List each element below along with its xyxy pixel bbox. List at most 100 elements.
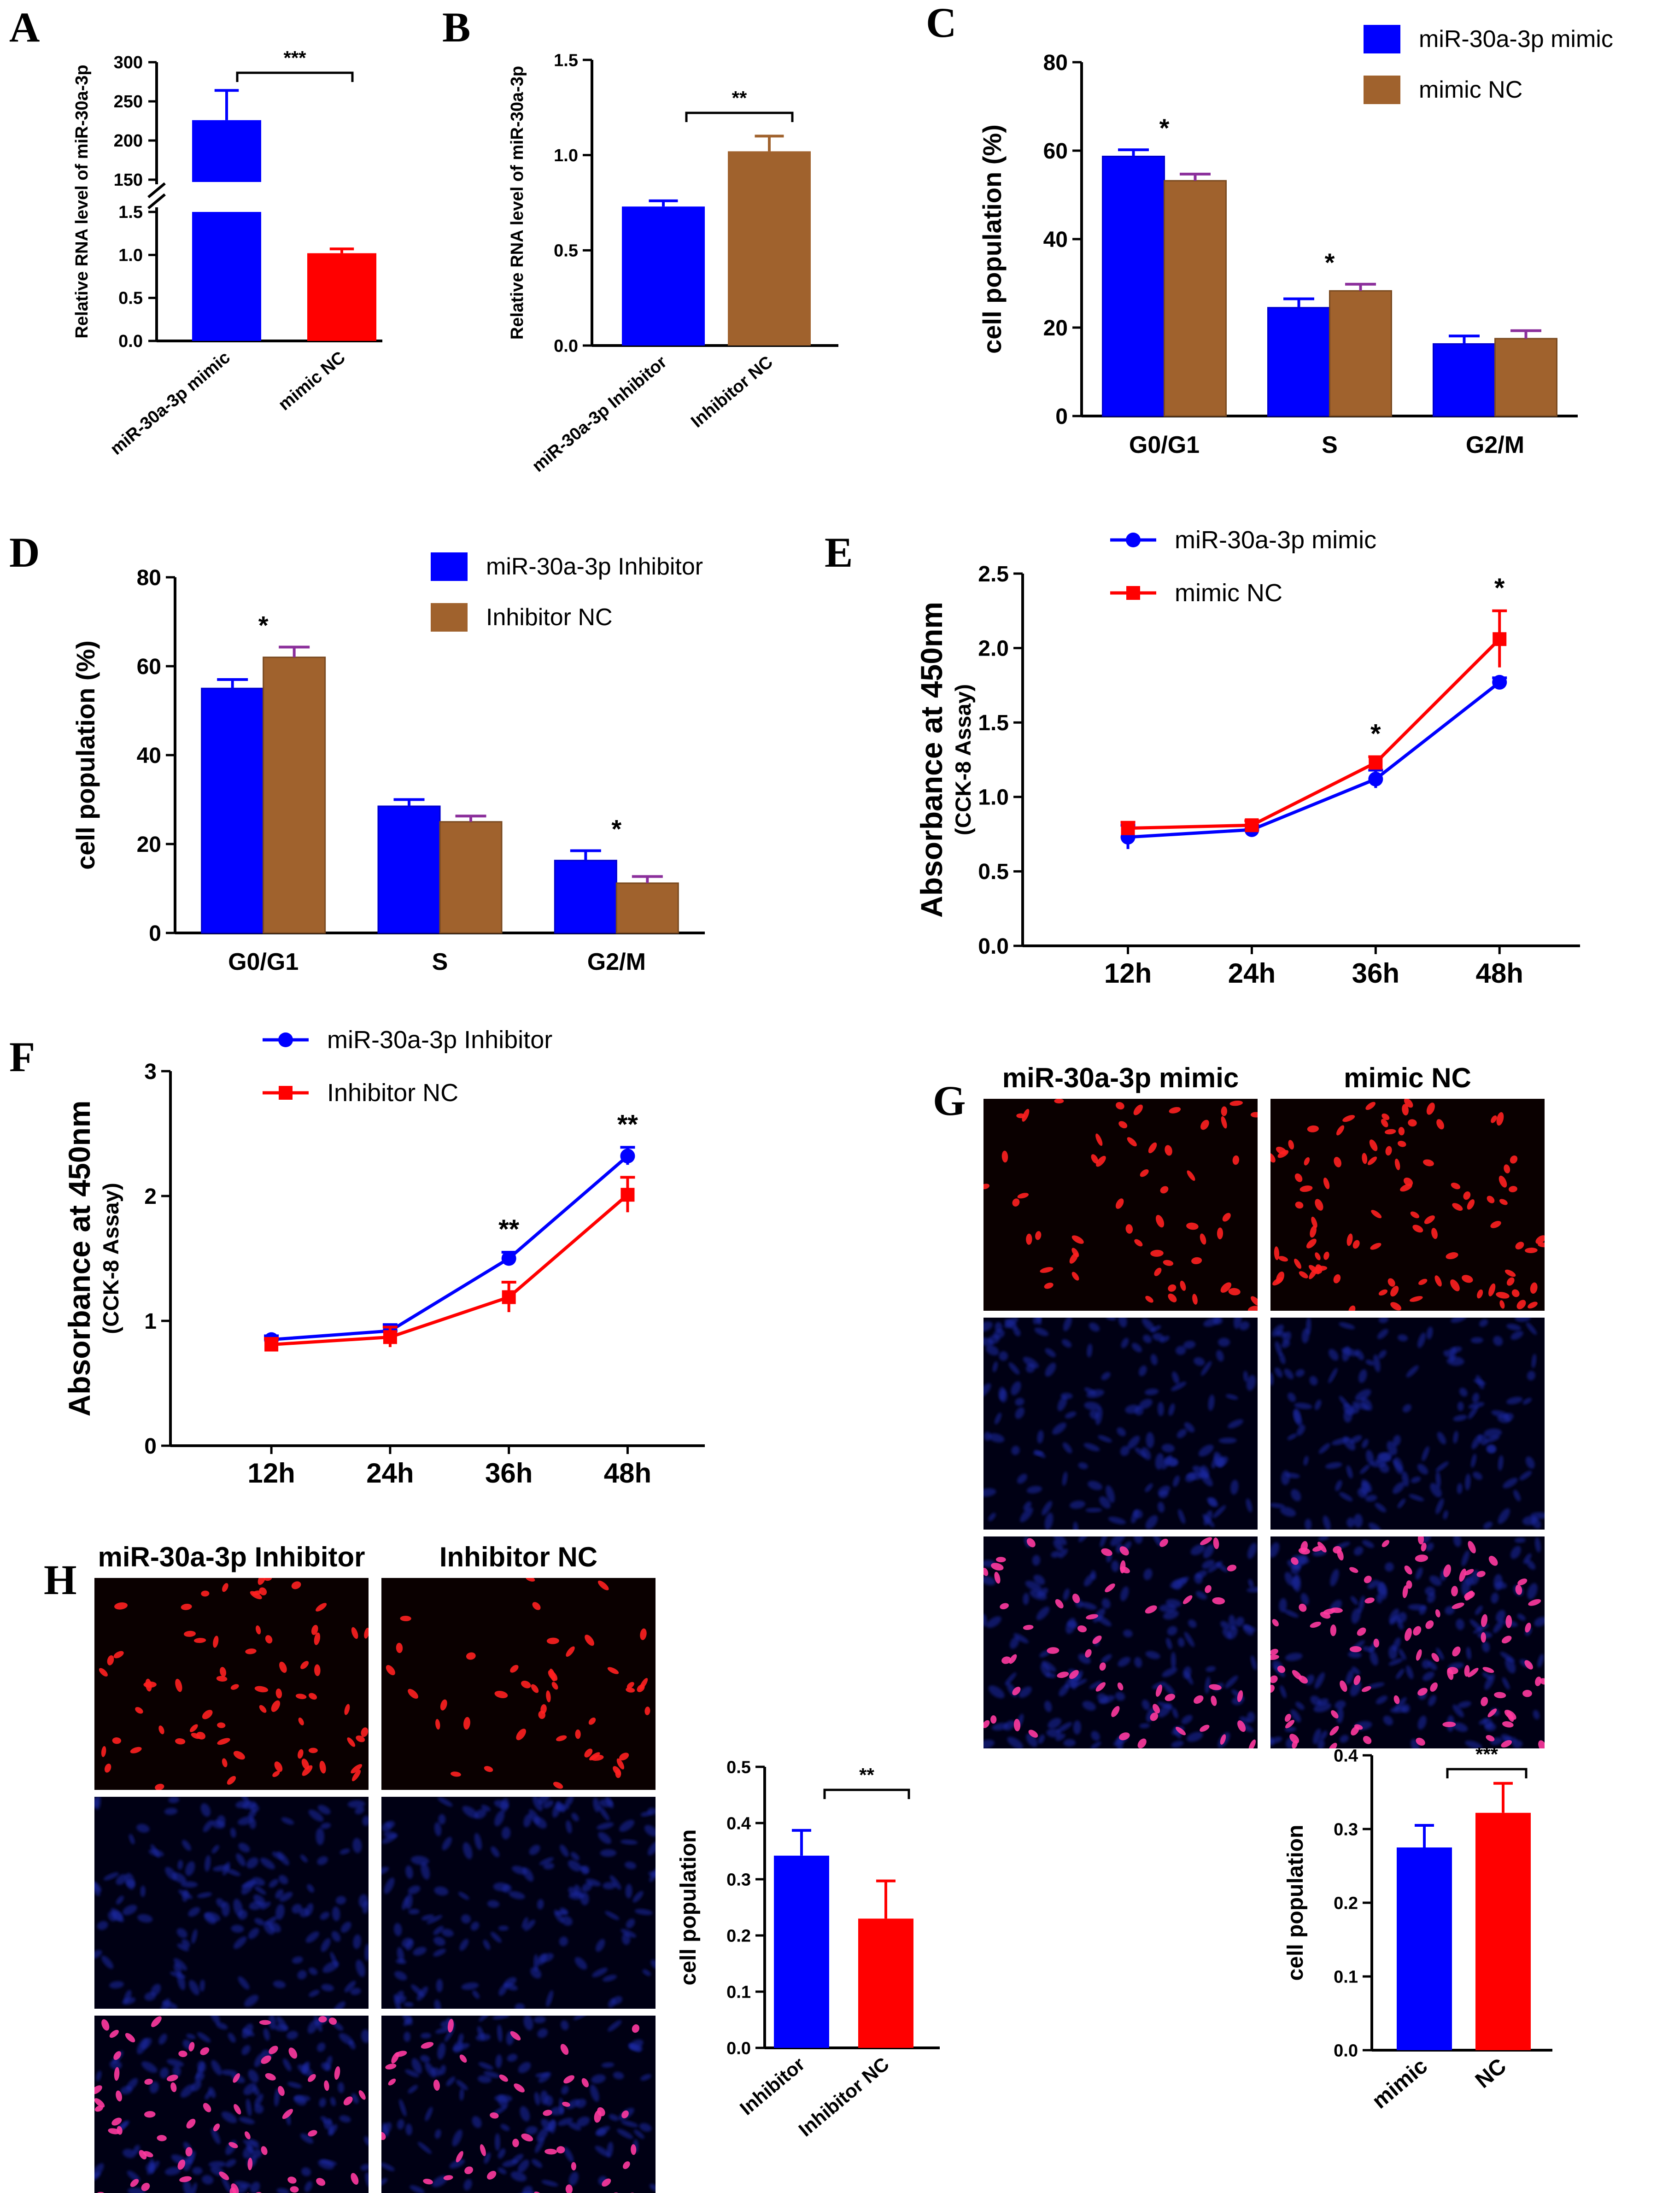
nucleus-blue xyxy=(393,1923,402,1936)
nucleus-red xyxy=(324,2080,329,2091)
nucleus-red xyxy=(1361,1686,1371,1692)
nucleus-red xyxy=(259,2020,271,2025)
nucleus-blue xyxy=(173,1958,187,1971)
nucleus-blue xyxy=(1284,1571,1294,1586)
nucleus-red xyxy=(175,1738,186,1745)
nucleus-blue xyxy=(497,2024,503,2042)
nucleus-blue xyxy=(1099,1695,1115,1704)
nucleus-blue xyxy=(1073,1521,1078,1530)
y-tick-label: 2.5 xyxy=(978,562,1009,586)
nucleus-red xyxy=(247,2158,253,2170)
nucleus-blue xyxy=(1484,1674,1495,1690)
nucleus-blue xyxy=(1141,1318,1155,1332)
nucleus-red xyxy=(245,1648,257,1654)
nucleus-red xyxy=(109,2029,119,2038)
nucleus-blue xyxy=(241,2045,251,2055)
nucleus-red xyxy=(616,1758,625,1770)
nucleus-blue xyxy=(211,2060,222,2076)
nucleus-blue xyxy=(297,1970,307,1980)
nucleus-red xyxy=(116,2090,123,2102)
nucleus-red xyxy=(269,2046,278,2054)
nucleus-blue xyxy=(1165,1599,1182,1607)
nucleus-blue xyxy=(1428,1661,1437,1671)
nucleus-red xyxy=(114,1602,128,1610)
nucleus-red xyxy=(1285,1720,1295,1729)
nucleus-blue xyxy=(1485,1435,1500,1443)
nucleus-blue xyxy=(1161,1443,1175,1453)
nucleus-blue xyxy=(1120,1586,1129,1601)
nucleus-blue xyxy=(463,2179,472,2191)
nucleus-blue xyxy=(1303,1455,1309,1466)
nucleus-red xyxy=(193,1638,206,1643)
panel-letter: G xyxy=(933,1077,966,1124)
y-tick-label: 0.4 xyxy=(726,1814,751,1833)
nucleus-blue xyxy=(1171,1652,1177,1669)
nucleus-blue xyxy=(536,2127,549,2142)
y-tick-label: 40 xyxy=(137,744,161,768)
nucleus-red xyxy=(1525,1248,1538,1253)
nucleus-red xyxy=(1085,1649,1092,1658)
nucleus-red xyxy=(435,1719,440,1730)
nucleus-red xyxy=(1115,1198,1124,1209)
nucleus-blue xyxy=(537,1953,547,1965)
nucleus-blue xyxy=(459,2088,464,2101)
nucleus-blue xyxy=(399,2099,407,2117)
nucleus-blue xyxy=(1475,1375,1484,1390)
nucleus-red xyxy=(1349,1567,1358,1573)
nucleus-blue xyxy=(1250,1655,1257,1670)
nucleus-blue xyxy=(340,1848,350,1855)
nucleus-red xyxy=(94,2098,105,2108)
nucleus-blue xyxy=(1052,1422,1066,1435)
nucleus-red xyxy=(351,1627,358,1639)
nucleus-red xyxy=(400,1616,411,1621)
nucleus-blue xyxy=(1026,1486,1042,1494)
nucleus-red xyxy=(351,1770,361,1782)
data-point xyxy=(1121,821,1135,835)
nucleus-blue xyxy=(382,1834,397,1844)
nucleus-blue xyxy=(574,1957,587,1970)
nucleus-blue xyxy=(1443,1350,1453,1358)
nucleus-red xyxy=(178,2050,187,2058)
nucleus-blue xyxy=(1288,1392,1296,1402)
nucleus-blue xyxy=(1183,1341,1196,1349)
nucleus-red xyxy=(1499,1199,1508,1205)
nucleus-red xyxy=(1270,1648,1278,1655)
nucleus-blue xyxy=(523,1813,532,1828)
nucleus-red xyxy=(1384,1129,1396,1135)
nucleus-blue xyxy=(1170,1578,1187,1589)
nucleus-blue xyxy=(1181,1715,1193,1724)
nucleus-blue xyxy=(421,1862,430,1880)
nucleus-red xyxy=(494,1690,508,1698)
nucleus-blue xyxy=(441,1929,454,1937)
micrograph-hoechst xyxy=(1270,1318,1545,1530)
nucleus-blue xyxy=(605,1911,620,1920)
legend-label: mimic NC xyxy=(1175,579,1282,607)
nucleus-red xyxy=(1278,1256,1288,1262)
micrograph-cells xyxy=(983,1099,1258,1311)
y-tick-label: 0.0 xyxy=(978,934,1009,959)
nucleus-blue xyxy=(1075,1670,1083,1680)
nucleus-blue xyxy=(1172,1371,1179,1384)
nucleus-blue xyxy=(1359,1465,1370,1474)
nucleus-blue xyxy=(408,1885,421,1894)
nucleus-blue xyxy=(1141,1700,1150,1710)
nucleus-blue xyxy=(1365,1495,1377,1502)
nucleus-red xyxy=(1336,1125,1345,1136)
micrograph-cells xyxy=(386,1578,650,1789)
nucleus-blue xyxy=(1468,1402,1485,1409)
nucleus-red xyxy=(282,2109,293,2119)
nucleus-red xyxy=(1288,1140,1294,1149)
nucleus-red xyxy=(1119,1546,1129,1556)
nucleus-blue xyxy=(1230,1479,1239,1495)
nucleus-blue xyxy=(1069,1501,1085,1509)
nucleus-red xyxy=(1022,1108,1030,1122)
nucleus-blue xyxy=(213,1865,230,1871)
nucleus-red xyxy=(1222,1213,1231,1222)
nucleus-blue xyxy=(1011,1446,1020,1455)
nucleus-red xyxy=(1001,1150,1008,1163)
nucleus-blue xyxy=(362,1816,369,1826)
nucleus-blue xyxy=(433,1926,444,1935)
legend-marker xyxy=(1126,586,1140,600)
y-tick-label: 0.0 xyxy=(118,332,143,351)
micrograph-cells xyxy=(94,2016,369,2193)
